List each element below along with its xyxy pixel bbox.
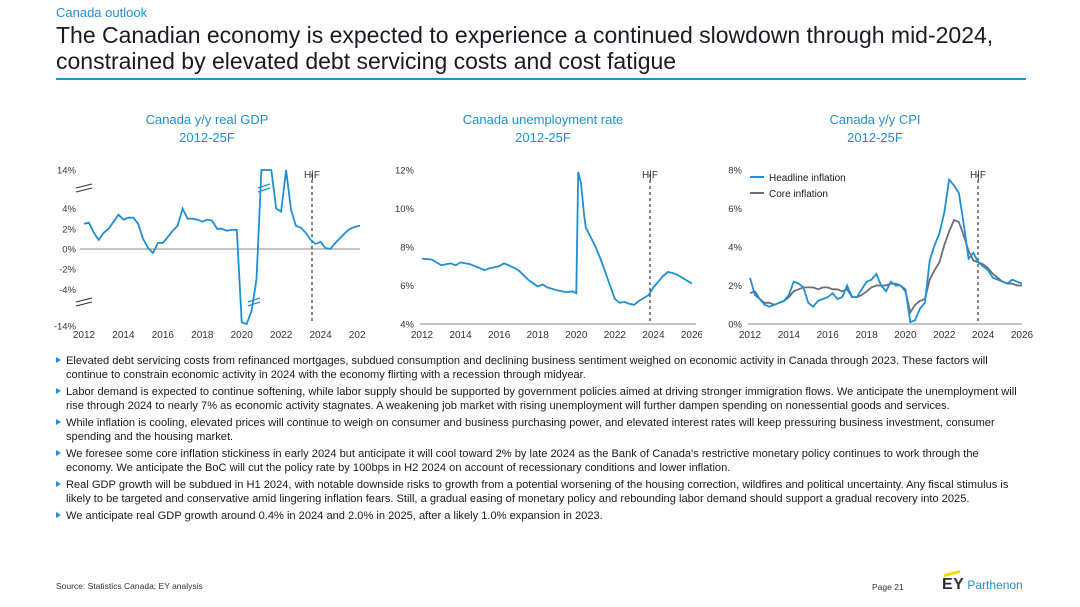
axis-break-marks [75,183,93,307]
x-tick-label: 2012 [411,330,434,341]
unemployment-chart: Canada unemployment rate 2012-25F H|F 12… [384,112,702,344]
chart-title: Canada y/y real GDP [145,112,269,127]
x-tick-label: 2024 [642,330,665,341]
x-tick-label: 2012 [739,330,762,341]
x-tick-labels: 2012 2014 2016 2018 2020 2022 2024 2026 [73,330,366,341]
x-tick-label: 2018 [191,330,214,341]
bullet-list: Elevated debt servicing costs from refin… [56,354,1026,526]
x-tick-label: 2016 [152,330,175,341]
bullet-item: Labor demand is expected to continue sof… [56,385,1026,413]
ey-parthenon-logo: EY Parthenon [942,570,1023,594]
x-tick-label: 2012 [73,330,96,341]
section-label: Canada outlook [56,5,148,20]
x-tick-label: 2018 [855,330,878,341]
headline-inflation-line [749,177,1023,324]
y-tick-labels: 8% 6% 4% 2% 0% [728,166,742,331]
y-tick-label: 12% [395,166,415,177]
y-tick-label: 4% [400,320,414,331]
bullet-arrow-icon [56,419,61,425]
bullet-item: Real GDP growth will be subdued in H1 20… [56,478,1026,506]
legend-label-headline: Headline inflation [769,173,846,184]
bullet-text: We anticipate real GDP growth around 0.4… [66,510,603,522]
core-inflation-line [749,218,1022,315]
gdp-chart: Canada y/y real GDP 2012-25F H|F 14% 4% 2%… [48,112,366,344]
x-tick-label: 2014 [778,330,801,341]
x-tick-label: 2022 [604,330,627,341]
y-tick-label: 10% [395,204,415,215]
bullet-arrow-icon [56,357,61,363]
logo-parthenon-text: Parthenon [967,578,1023,592]
y-tick-label: 2% [62,224,76,235]
y-tick-label: 4% [62,204,76,215]
bullet-text: Labor demand is expected to continue sof… [66,386,1017,412]
chart-subtitle: 2012-25F [179,130,235,145]
y-tick-label: 4% [728,243,742,254]
y-tick-label: 6% [728,204,742,215]
gdp-series-line [83,169,361,326]
bullet-item: Elevated debt servicing costs from refin… [56,354,1026,382]
x-tick-label: 2020 [231,330,254,341]
x-tick-label: 2020 [894,330,917,341]
y-tick-labels: 12% 10% 8% 6% 4% [395,166,415,331]
x-tick-labels: 2012 2014 2016 2018 2020 2022 2024 2026 [739,330,1034,341]
bullet-text: Elevated debt servicing costs from refin… [66,355,988,381]
y-tick-label: -4% [59,285,76,296]
unemployment-plot: H|F 12% 10% 8% 6% 4% 2012 2014 2016 2018 2020 202… [395,166,702,342]
y-tick-label: -2% [59,265,76,276]
chart-title: Canada unemployment rate [462,112,624,127]
source-note: Source: Statistics Canada; EY analysis [56,581,203,591]
bullet-item: We anticipate real GDP growth around 0.4… [56,509,1026,523]
cpi-chart: Canada y/y CPI 2012-25F H|F 8% 6% 4% 2% 0% 2… [716,112,1034,344]
unemployment-series-line [421,171,693,306]
y-tick-label: 8% [728,166,742,177]
bullet-arrow-icon [56,512,61,518]
x-tick-label: 2014 [112,330,135,341]
bullet-text: Real GDP growth will be subdued in H1 20… [66,479,1009,505]
bullet-text: We foresee some core inflation stickines… [66,448,979,474]
ey-logo-mark: EY [942,570,964,594]
legend: Headline inflation Core inflation [750,173,846,200]
x-tick-label: 2014 [449,330,472,341]
page-title: The Canadian economy is expected to expe… [56,22,994,74]
x-tick-labels: 2012 2014 2016 2018 2020 2022 2024 2026 [411,330,702,341]
gdp-plot: H|F 14% 4% 2% 0% -2% -4% -14% 2012 2014 2016 2018… [54,166,366,342]
y-tick-label: 2% [728,281,742,292]
bullet-item: While inflation is cooling, elevated pri… [56,416,1026,444]
x-tick-label: 2026 [681,330,702,341]
bullet-arrow-icon [56,450,61,456]
cpi-plot: H|F 8%6%4%2%0% 2012 2014 2016 2018 2020 2022 2… [728,166,1034,342]
y-tick-label: 0% [728,320,742,331]
x-tick-label: 2022 [933,330,956,341]
x-tick-label: 2016 [817,330,840,341]
y-tick-label: 0% [62,245,76,256]
forecast-label: H|F [642,170,658,181]
page-number: Page 21 [872,582,904,592]
x-tick-label: 2016 [488,330,511,341]
legend-label-core: Core inflation [769,189,828,200]
bullet-arrow-icon [56,388,61,394]
title-rule [56,78,1026,80]
forecast-label: H|F [970,170,986,181]
bullet-arrow-icon [56,481,61,487]
forecast-label: H|F [304,170,320,181]
chart-subtitle: 2012-25F [515,130,571,145]
x-tick-label: 2018 [527,330,550,341]
y-tick-labels: 14% 4% 2% 0% -2% -4% -14% [54,166,77,333]
y-tick-label: 14% [57,166,77,177]
x-tick-label: 2024 [972,330,995,341]
chart-subtitle: 2012-25F [847,130,903,145]
x-tick-label: 2022 [270,330,293,341]
y-tick-label: 6% [400,281,414,292]
y-tick-label: 8% [400,243,414,254]
x-tick-label: 2026 [1011,330,1034,341]
x-tick-label: 2020 [565,330,588,341]
x-tick-label: 2026 [349,330,366,341]
bullet-item: We foresee some core inflation stickines… [56,447,1026,475]
y-tick-label: -14% [54,322,77,333]
x-tick-label: 2024 [309,330,332,341]
series-break-marks [247,183,271,307]
chart-title: Canada y/y CPI [829,112,921,127]
bullet-text: While inflation is cooling, elevated pri… [66,417,995,443]
